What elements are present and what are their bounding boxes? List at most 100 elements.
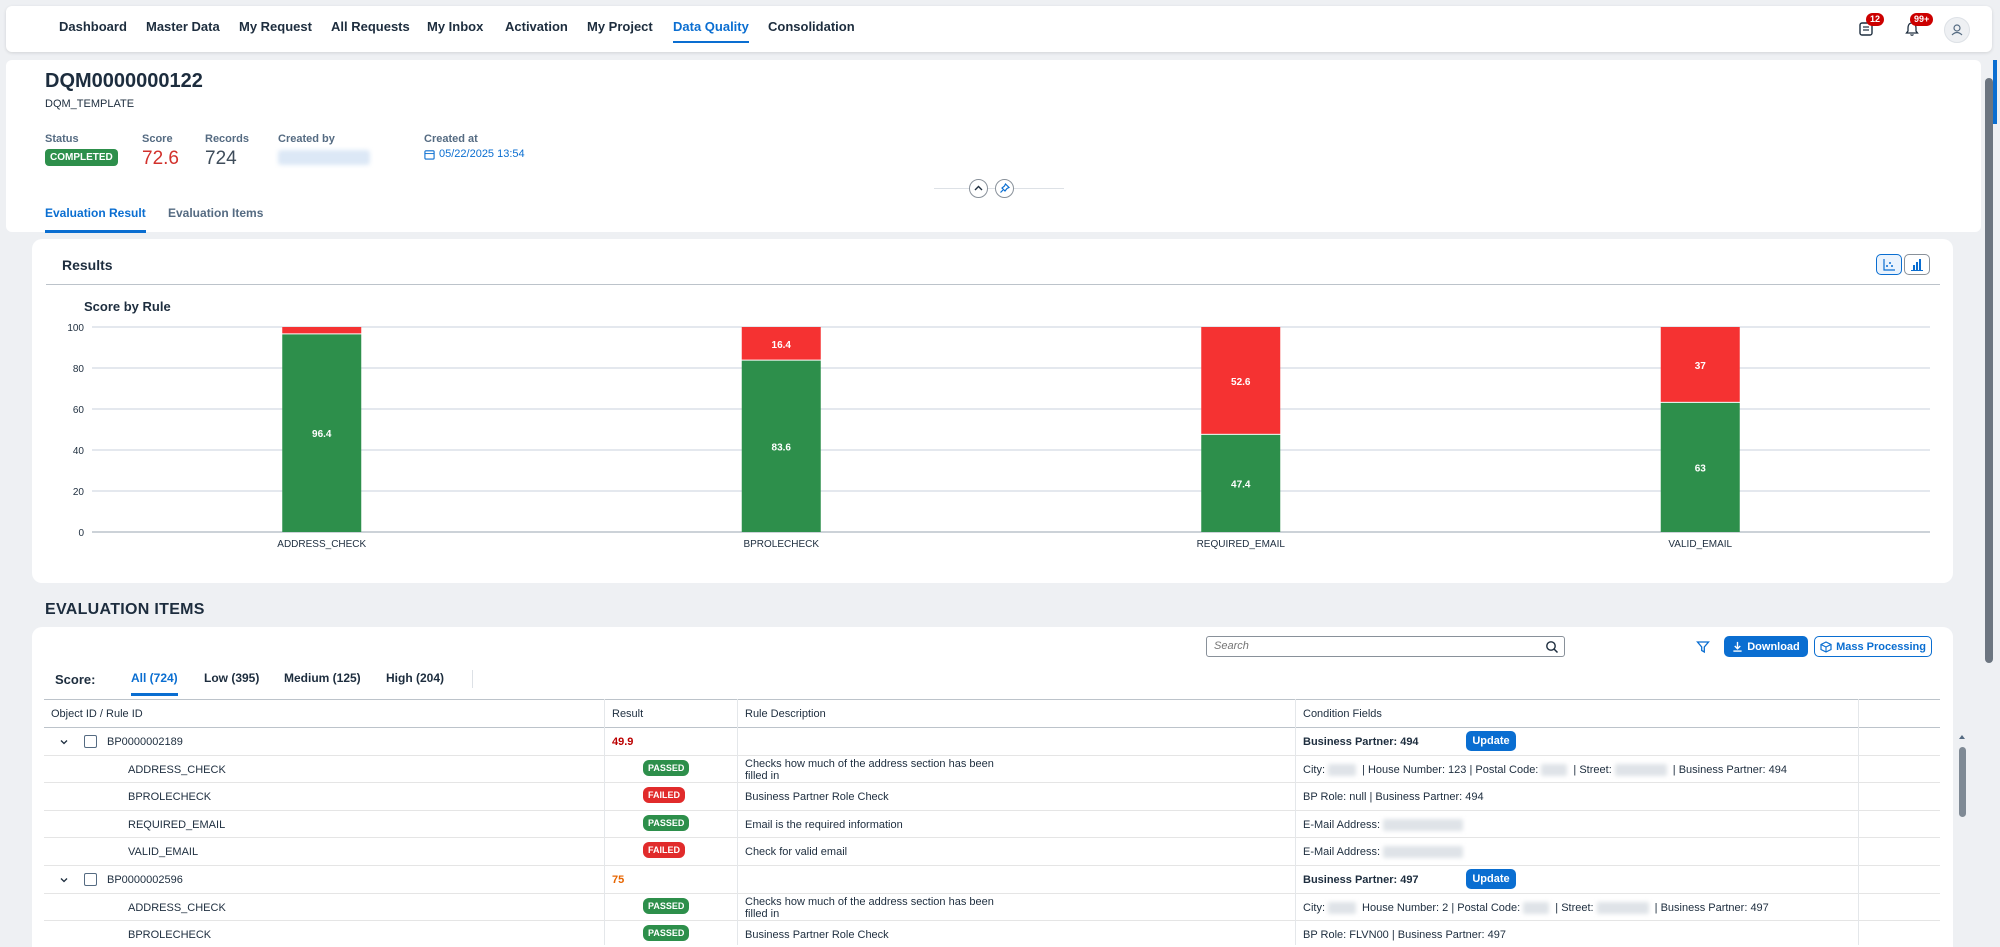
rule-id: VALID_EMAIL — [128, 846, 199, 859]
collapse-header-button[interactable] — [969, 179, 988, 198]
x-tick-label: REQUIRED_EMAIL — [1197, 539, 1286, 550]
search-field[interactable] — [1206, 636, 1565, 657]
rule-id: BPROLECHECK — [128, 929, 212, 942]
table-row-object[interactable]: BP0000002189 49.9 Business Partner: 494 Upd… — [44, 728, 1940, 756]
table-scrollbar[interactable] — [1957, 729, 1967, 947]
bar-data-label: 63 — [1695, 463, 1707, 474]
score-tab-all[interactable]: All (724) — [131, 671, 178, 696]
condition-fields: BP Role: FLVN00 | Business Partner: 497 — [1303, 929, 1506, 941]
condition-text: | Street: — [1570, 763, 1612, 776]
status-badge: COMPLETED — [45, 149, 118, 166]
tab-evaluation-result[interactable]: Evaluation Result — [45, 206, 146, 233]
nav-consolidation[interactable]: Consolidation — [768, 19, 855, 34]
bar-segment — [1660, 402, 1740, 532]
nav-my-inbox[interactable]: My Inbox — [427, 19, 484, 34]
nav-data-quality[interactable]: Data Quality — [673, 19, 749, 43]
status-label: Status — [45, 133, 79, 145]
table-row-rule[interactable]: ADDRESS_CHECK PASSED Checks how much of th… — [44, 756, 1940, 784]
nav-my-project[interactable]: My Project — [587, 19, 653, 34]
condition-fields: City: | House Number: 123 | Postal Code:… — [1303, 764, 1787, 776]
records-label: Records — [205, 133, 250, 145]
created-at-label: Created at — [424, 133, 478, 145]
bar-segment — [741, 360, 821, 532]
result-badge: PASSED — [643, 759, 690, 776]
x-tick-label: VALID_EMAIL — [1668, 539, 1732, 550]
row-checkbox[interactable] — [84, 735, 97, 748]
table-row-object[interactable]: BP0000002596 75 Business Partner: 497 Updat… — [44, 866, 1940, 894]
chevron-down-icon[interactable] — [59, 875, 69, 885]
bar-data-label: 83.6 — [772, 442, 792, 453]
redacted-value — [1328, 901, 1356, 914]
nav-master-data[interactable]: Master Data — [146, 19, 220, 34]
condition-text: | Business Partner: 494 — [1669, 763, 1787, 776]
table-view-button[interactable] — [1904, 254, 1930, 275]
user-avatar[interactable] — [1944, 17, 1970, 43]
result-badge: PASSED — [643, 925, 690, 942]
table-row-rule[interactable]: ADDRESS_CHECK PASSED Checks how much of th… — [44, 894, 1940, 922]
table-row-rule[interactable]: BPROLECHECK FAILED Business Partner Role C… — [44, 783, 1940, 811]
table-header: Object ID / Rule ID Result Rule Descript… — [44, 699, 1940, 728]
notifications-badge: 99+ — [1910, 13, 1934, 26]
page-scrollbar-thumb[interactable] — [1985, 78, 1993, 663]
result-badge: PASSED — [643, 814, 690, 831]
condition-fields: E-Mail Address: — [1303, 819, 1466, 831]
search-input[interactable] — [1214, 640, 1534, 652]
search-icon[interactable] — [1545, 640, 1559, 654]
table-row-rule[interactable]: VALID_EMAIL FAILED Check for valid email E-… — [44, 838, 1940, 866]
download-label: Download — [1747, 640, 1800, 653]
evaluation-items-heading: EVALUATION ITEMS — [45, 601, 205, 618]
update-button[interactable]: Update — [1466, 869, 1516, 889]
nav-all-requests[interactable]: All Requests — [331, 19, 410, 34]
column-header-condition-fields[interactable]: Condition Fields — [1303, 708, 1382, 720]
condition-text: BP Role: null | Business Partner: 494 — [1303, 791, 1484, 804]
page-scroll-indicator — [1993, 60, 1997, 124]
bar-data-label: 52.6 — [1231, 377, 1251, 388]
score-filter-label: Score: — [55, 672, 96, 687]
bell-icon[interactable]: 99+ — [1904, 13, 1934, 41]
table-scrollbar-thumb[interactable] — [1959, 747, 1966, 817]
rule-description: Checks how much of the address section h… — [745, 757, 994, 782]
chart-view-button[interactable] — [1876, 254, 1902, 275]
object-id: BP0000002189 — [107, 736, 183, 748]
score-tab-low[interactable]: Low (395) — [204, 671, 260, 685]
object-header: DQM0000000122 DQM_TEMPLATE Status COMPLE… — [6, 60, 1981, 233]
pin-header-button[interactable] — [995, 179, 1014, 198]
mass-processing-button[interactable]: Mass Processing — [1814, 636, 1932, 657]
row-checkbox[interactable] — [84, 873, 97, 886]
table-row-rule[interactable]: REQUIRED_EMAIL PASSED Email is the require… — [44, 811, 1940, 839]
bar-segment — [282, 334, 362, 532]
x-tick-label: BPROLECHECK — [743, 539, 819, 550]
redacted-value — [1596, 901, 1649, 914]
update-button[interactable]: Update — [1466, 731, 1516, 751]
table-row-rule[interactable]: BPROLECHECK PASSED Business Partner Role C… — [44, 921, 1940, 947]
tasks-icon[interactable]: 12 — [1858, 13, 1885, 41]
table-view-icon — [1911, 259, 1923, 271]
scroll-up-icon[interactable] — [1957, 732, 1967, 742]
nav-my-request[interactable]: My Request — [239, 19, 312, 34]
redacted-value — [1614, 763, 1667, 776]
column-header-result[interactable]: Result — [612, 708, 644, 720]
object-score: 49.9 — [612, 736, 634, 748]
column-header-rule-description[interactable]: Rule Description — [745, 708, 826, 720]
bar-data-label: 16.4 — [772, 340, 792, 351]
filter-icon[interactable] — [1696, 640, 1710, 654]
score-tab-medium[interactable]: Medium (125) — [284, 671, 361, 685]
page-subtitle: DQM_TEMPLATE — [45, 98, 135, 110]
chevron-down-icon[interactable] — [59, 737, 69, 747]
nav-activation[interactable]: Activation — [505, 19, 568, 34]
created-at-value: 05/22/2025 13:54 — [424, 148, 525, 160]
result-badge: FAILED — [643, 842, 686, 859]
column-header-object-id[interactable]: Object ID / Rule ID — [51, 708, 143, 720]
download-button[interactable]: Download — [1724, 636, 1808, 657]
rule-id: REQUIRED_EMAIL — [128, 818, 226, 831]
rule-description: Checks how much of the address section h… — [745, 895, 994, 920]
score-label: Score — [142, 133, 173, 145]
bar-segment — [1201, 434, 1281, 532]
bar-data-label: 47.4 — [1231, 479, 1251, 490]
score-tab-high[interactable]: High (204) — [386, 671, 445, 685]
nav-dashboard[interactable]: Dashboard — [59, 19, 127, 34]
y-tick-label: 80 — [73, 364, 85, 375]
column-divider — [604, 699, 605, 945]
tab-evaluation-items[interactable]: Evaluation Items — [168, 206, 264, 220]
bar-segment — [1201, 327, 1281, 434]
